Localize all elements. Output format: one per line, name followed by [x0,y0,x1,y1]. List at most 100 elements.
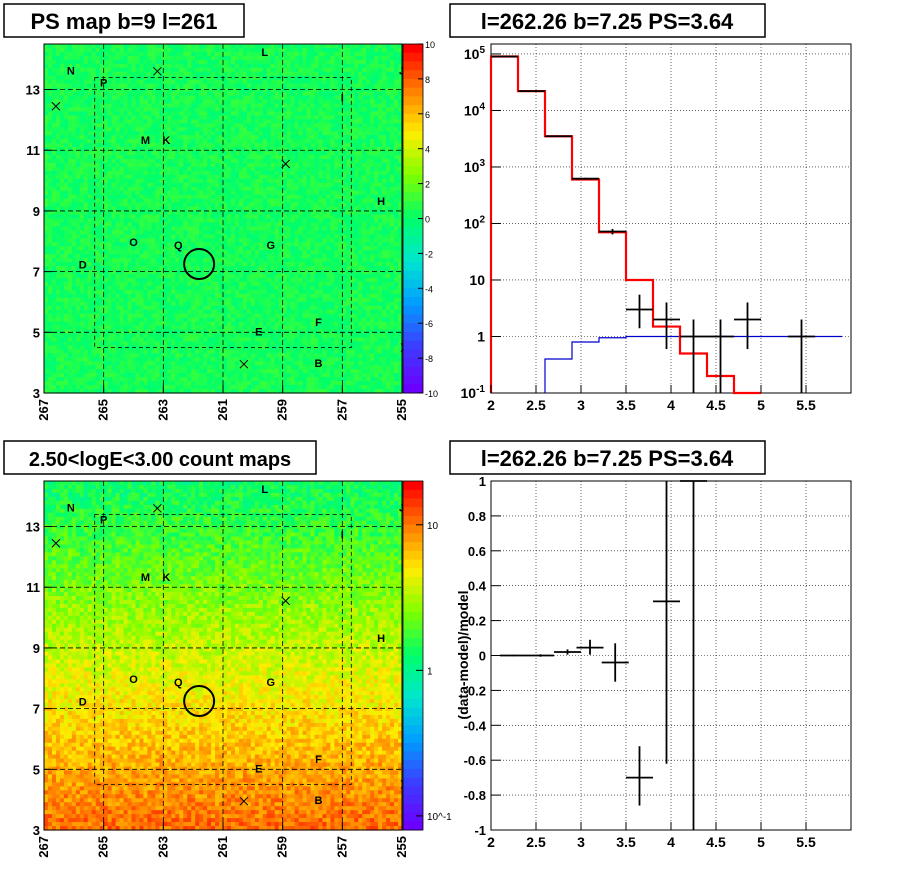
heatmap-cell [366,83,371,89]
heatmap-cell [187,174,192,180]
heatmap-cell [223,258,228,263]
heatmap-cell [127,258,133,263]
heatmap-cell [111,71,117,77]
heatmap-cell [302,131,308,136]
heatmap-cell [163,159,168,164]
heatmap-cell [306,214,312,220]
heatmap-cell [314,115,320,120]
heatmap-cell [230,250,236,255]
heatmap-cell [314,111,320,116]
heatmap-cell [215,210,220,216]
heatmap-cell [207,135,212,140]
heatmap-cell [151,222,156,228]
heatmap-cell [83,59,89,65]
heatmap-cell [95,214,101,220]
heatmap-cell [354,222,359,228]
heatmap-cell [119,111,125,116]
heatmap-cell [99,238,105,243]
heatmap-cell [330,123,335,128]
heatmap-cell [366,143,371,148]
heatmap-cell [386,115,391,120]
heatmap-cell [131,178,137,184]
heatmap-cell [135,47,141,53]
heatmap-cell [370,226,375,231]
heatmap-cell [147,127,152,132]
heatmap-cell [330,210,335,216]
heatmap-cell [246,99,252,105]
heatmap-cell [382,47,387,53]
heatmap-cell [179,226,184,231]
heatmap-cell [226,218,232,224]
heatmap-cell [59,254,65,259]
heatmap-cell [103,155,109,160]
heatmap-cell [274,258,280,263]
heatmap-cell [143,198,149,204]
heatmap-cell [143,107,149,113]
heatmap-cell [322,67,328,73]
heatmap-cell [250,131,256,136]
heatmap-cell [354,91,359,97]
heatmap-cell [179,63,184,69]
heatmap-cell [183,127,188,132]
heatmap-cell [230,246,236,251]
heatmap-cell [203,155,208,160]
heatmap-cell [95,162,101,168]
heatmap-cell [366,162,371,168]
heatmap-cell [242,159,248,164]
heatmap-cell [107,151,113,156]
heatmap-cell [44,242,49,247]
heatmap-cell [290,246,296,251]
heatmap-cell [207,71,212,77]
heatmap-cell [95,198,101,204]
heatmap-cell [238,178,244,184]
heatmap-cell [87,155,93,160]
heatmap-cell [183,103,188,109]
heatmap-cell [254,174,260,180]
heatmap-cell [394,166,399,172]
heatmap-cell [390,214,395,220]
heatmap-cell [119,206,125,212]
heatmap-cell [262,123,268,128]
heatmap-cell [362,131,367,136]
heatmap-cell [107,67,113,73]
heatmap-cell [95,71,101,77]
heatmap-cell [143,202,149,208]
heatmap-cell [47,194,53,200]
heatmap-cell [79,91,85,97]
heatmap-cell [334,170,339,176]
heatmap-cell [143,47,149,53]
heatmap-cell [47,155,53,160]
heatmap-cell [143,63,149,69]
heatmap-cell [302,99,308,105]
heatmap-cell [95,250,101,255]
heatmap-cell [123,44,129,49]
heatmap-cell [211,123,216,128]
heatmap-cell [310,119,316,124]
heatmap-cell [362,218,367,224]
heatmap-cell [195,59,200,65]
heatmap-cell [103,182,109,188]
heatmap-cell [282,250,288,255]
heatmap-cell [346,170,351,176]
heatmap-cell [394,135,399,140]
heatmap-cell [234,170,240,176]
heatmap-cell [258,222,264,228]
heatmap-cell [334,67,339,73]
heatmap-cell [71,127,77,132]
heatmap-cell [99,166,105,172]
heatmap-cell [338,127,343,132]
heatmap-cell [123,91,129,97]
heatmap-cell [398,83,403,89]
heatmap-cell [378,170,383,176]
heatmap-cell [366,258,371,263]
heatmap-cell [111,51,117,57]
heatmap-cell [254,67,260,73]
heatmap-cell [175,44,180,49]
heatmap-cell [91,230,97,235]
heatmap-cell [302,95,308,101]
heatmap-cell [370,91,375,97]
heatmap-cell [103,210,109,216]
heatmap-cell [187,111,192,116]
heatmap-cell [318,250,324,255]
heatmap-cell [191,162,196,168]
